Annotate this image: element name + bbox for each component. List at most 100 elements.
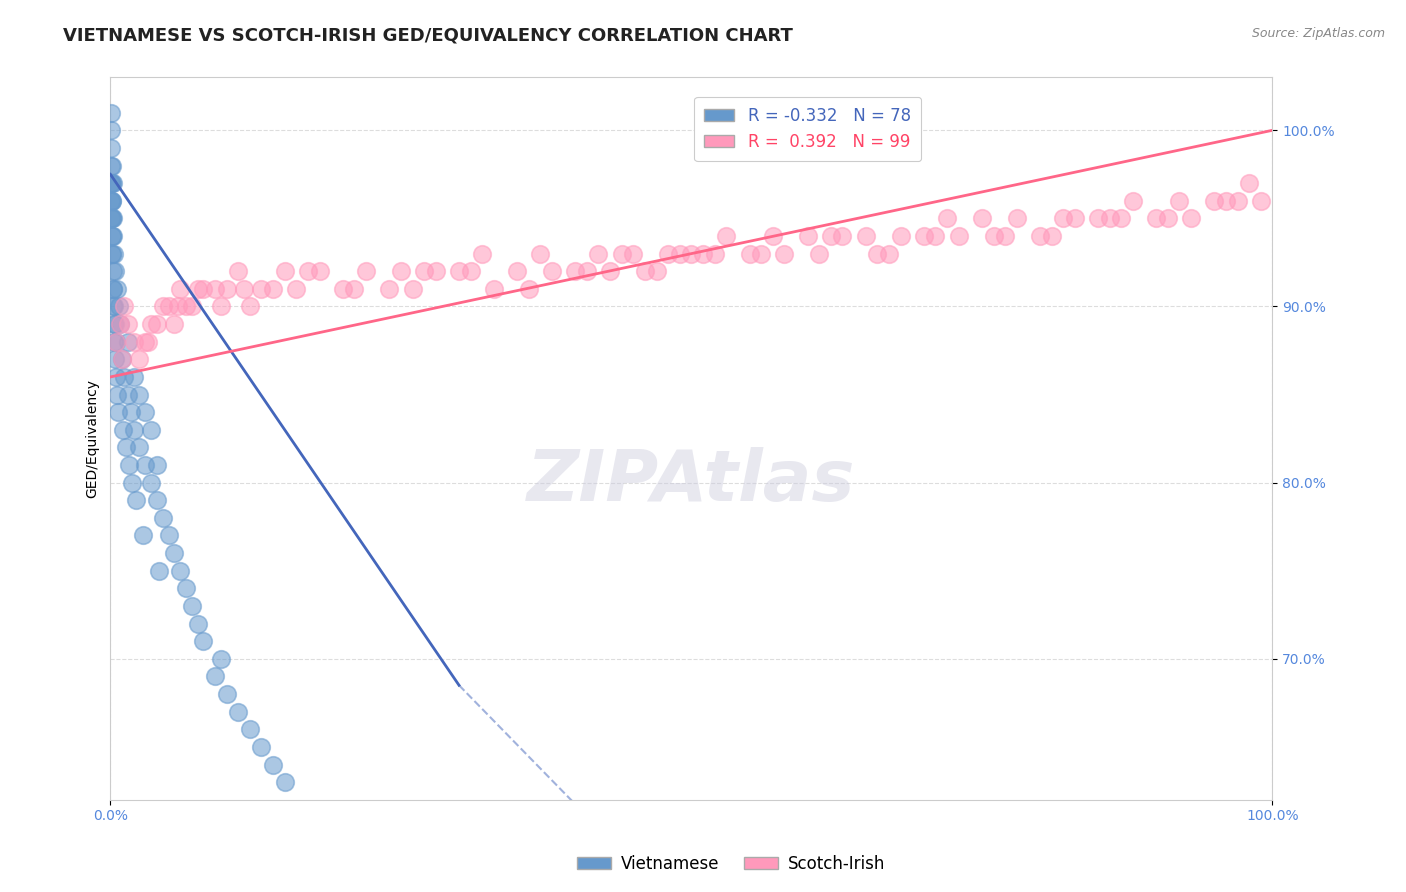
Point: [122, 370, 145, 384]
Point: [139, 423, 162, 437]
Point: [1063, 211, 1085, 226]
Point: [262, 282, 284, 296]
Point: [1250, 194, 1272, 208]
Point: [588, 246, 610, 260]
Point: [1087, 211, 1109, 226]
Point: [447, 264, 470, 278]
Point: [101, 246, 124, 260]
Point: [180, 300, 202, 314]
Point: [297, 264, 319, 278]
Point: [157, 528, 180, 542]
Point: [103, 282, 125, 296]
Point: [820, 229, 842, 244]
Point: [111, 352, 134, 367]
Point: [101, 229, 124, 244]
Point: [152, 300, 174, 314]
Point: [146, 493, 169, 508]
Point: [226, 705, 249, 719]
Point: [204, 282, 226, 296]
Point: [924, 229, 946, 244]
Point: [122, 423, 145, 437]
Point: [460, 264, 482, 278]
Point: [250, 282, 273, 296]
Point: [855, 229, 877, 244]
Point: [215, 687, 238, 701]
Point: [100, 123, 122, 137]
Point: [204, 669, 226, 683]
Point: [121, 475, 143, 490]
Point: [681, 246, 703, 260]
Point: [1029, 229, 1052, 244]
Point: [117, 317, 139, 331]
Point: [101, 282, 124, 296]
Point: [250, 739, 273, 754]
Point: [796, 229, 818, 244]
Point: [634, 264, 657, 278]
Point: [101, 176, 124, 190]
Legend: R = -0.332   N = 78, R =  0.392   N = 99: R = -0.332 N = 78, R = 0.392 N = 99: [695, 96, 921, 161]
Point: [575, 264, 598, 278]
Point: [425, 264, 447, 278]
Point: [105, 334, 128, 349]
Point: [152, 511, 174, 525]
Point: [610, 246, 633, 260]
Point: [354, 264, 377, 278]
Point: [273, 264, 295, 278]
Point: [209, 300, 232, 314]
Point: [193, 282, 215, 296]
Point: [332, 282, 354, 296]
Point: [169, 564, 191, 578]
Y-axis label: GED/Equivalency: GED/Equivalency: [86, 379, 100, 498]
Point: [100, 176, 122, 190]
Point: [716, 229, 738, 244]
Point: [564, 264, 586, 278]
Point: [703, 246, 725, 260]
Point: [146, 317, 169, 331]
Point: [308, 264, 330, 278]
Point: [994, 229, 1017, 244]
Point: [226, 264, 249, 278]
Point: [877, 246, 900, 260]
Point: [413, 264, 436, 278]
Point: [108, 317, 131, 331]
Point: [936, 211, 959, 226]
Point: [517, 282, 540, 296]
Point: [105, 387, 128, 401]
Point: [108, 317, 131, 331]
Point: [103, 334, 125, 349]
Point: [118, 458, 141, 472]
Point: [101, 300, 124, 314]
Point: [233, 282, 256, 296]
Point: [948, 229, 970, 244]
Point: [114, 441, 136, 455]
Point: [117, 334, 139, 349]
Point: [100, 159, 122, 173]
Point: [122, 334, 145, 349]
Point: [1168, 194, 1191, 208]
Point: [105, 334, 128, 349]
Point: [134, 405, 156, 419]
Point: [100, 211, 122, 226]
Point: [1052, 211, 1074, 226]
Point: [101, 176, 124, 190]
Point: [163, 546, 186, 560]
Point: [169, 282, 191, 296]
Point: [101, 264, 124, 278]
Point: [285, 282, 308, 296]
Text: ZIPAtlas: ZIPAtlas: [527, 448, 856, 516]
Point: [112, 423, 135, 437]
Point: [174, 582, 197, 596]
Point: [148, 564, 170, 578]
Point: [1204, 194, 1226, 208]
Point: [970, 211, 993, 226]
Point: [107, 405, 129, 419]
Point: [262, 757, 284, 772]
Point: [1226, 194, 1249, 208]
Point: [1237, 176, 1260, 190]
Point: [101, 194, 124, 208]
Point: [128, 352, 150, 367]
Point: [117, 387, 139, 401]
Point: [983, 229, 1005, 244]
Point: [762, 229, 785, 244]
Point: [100, 159, 122, 173]
